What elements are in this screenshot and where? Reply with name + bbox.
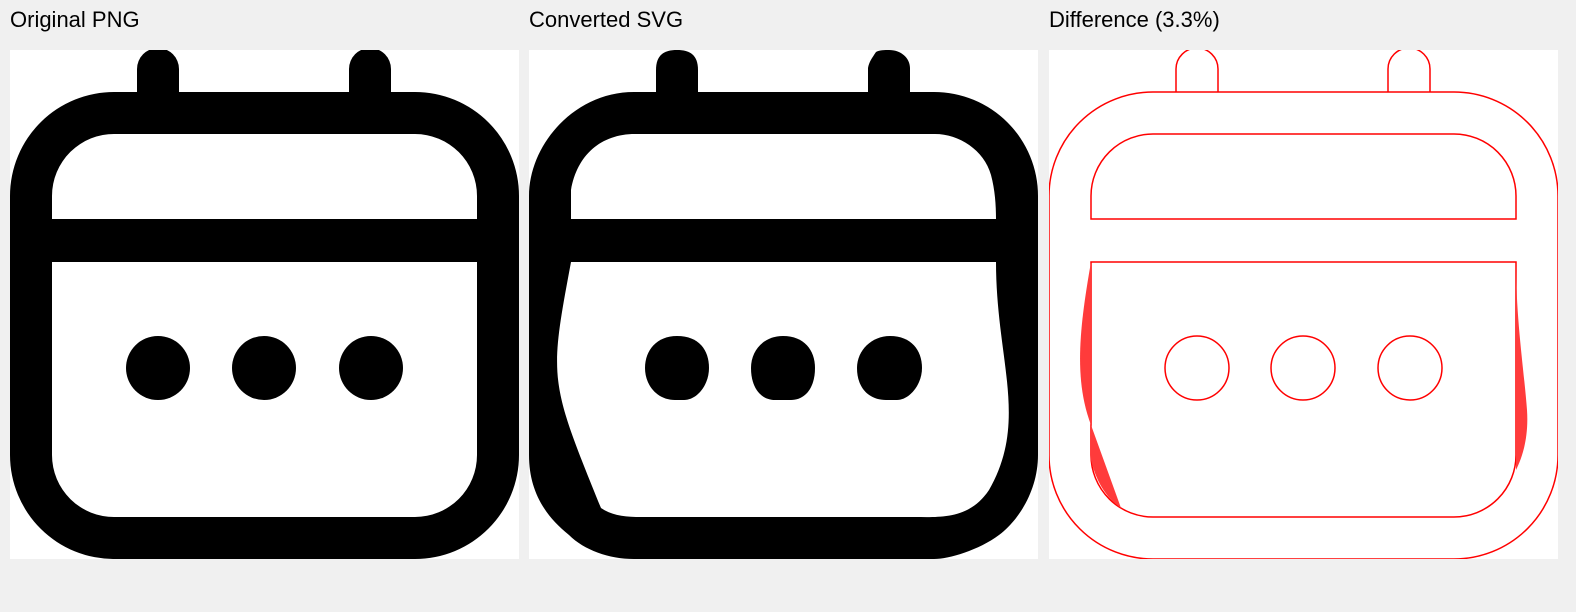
calendar-more-icon [1049,50,1558,559]
original-png-panel [10,50,519,559]
converted-svg-panel [529,50,1038,559]
converted-svg-title: Converted SVG [529,7,684,32]
difference-panel [1049,50,1558,559]
calendar-more-icon [10,50,519,559]
calendar-more-icon [529,50,1038,559]
original-png-title: Original PNG [10,7,140,32]
difference-title: Difference (3.3%) [1049,7,1220,32]
